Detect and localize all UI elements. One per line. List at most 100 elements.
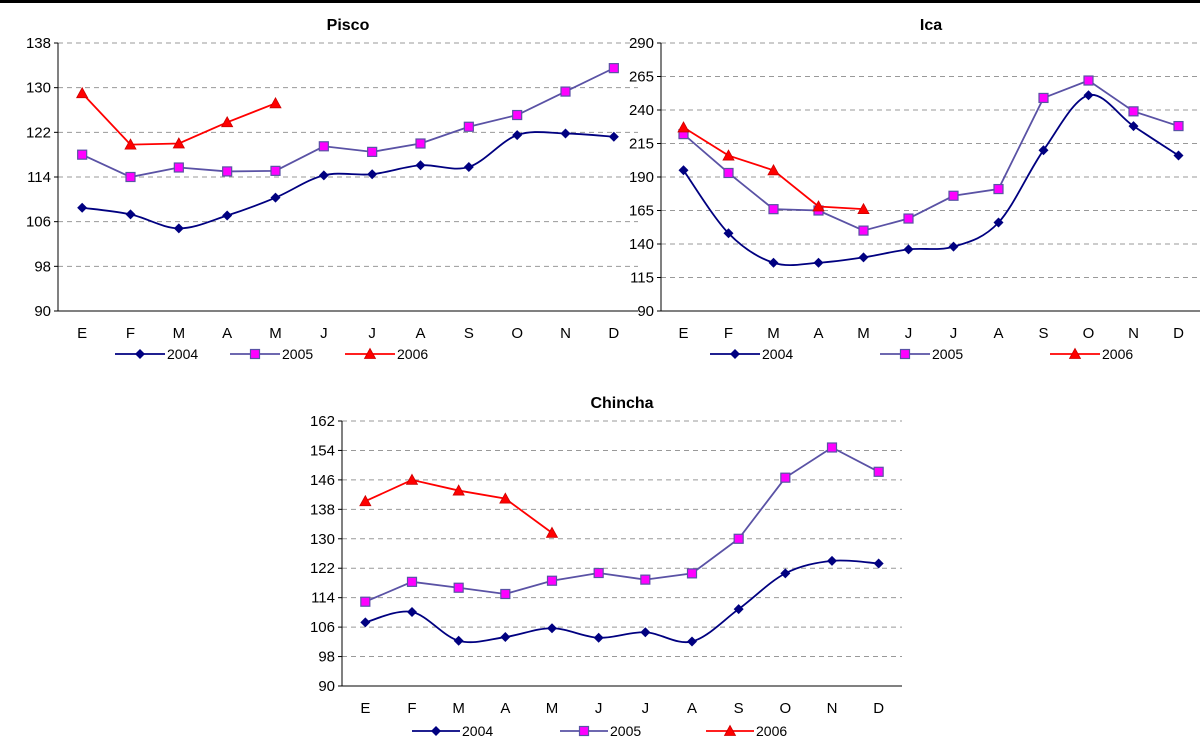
data-point-2004 bbox=[948, 241, 959, 252]
data-point-2005 bbox=[1083, 75, 1094, 86]
x-tick-label: M bbox=[173, 325, 186, 342]
legend-marker-2004 bbox=[730, 349, 740, 359]
data-point-2006 bbox=[172, 137, 186, 149]
x-tick-label: M bbox=[546, 700, 559, 717]
chart-title: Pisco bbox=[327, 17, 370, 34]
x-tick-label: A bbox=[222, 325, 232, 342]
data-point-2004 bbox=[608, 131, 619, 142]
data-point-2006 bbox=[722, 149, 735, 161]
data-point-2004 bbox=[827, 555, 837, 566]
data-point-2006 bbox=[269, 96, 282, 109]
y-tick-label: 130 bbox=[310, 531, 335, 548]
data-point-2005 bbox=[858, 225, 869, 236]
series-2006 bbox=[75, 86, 282, 150]
data-point-2004 bbox=[453, 635, 464, 646]
x-tick-label: A bbox=[500, 700, 510, 717]
y-tick-label: 140 bbox=[629, 236, 654, 253]
x-tick-label: O bbox=[779, 700, 791, 717]
data-point-2006 bbox=[677, 121, 690, 133]
data-point-2004 bbox=[77, 202, 88, 213]
data-point-2004 bbox=[733, 604, 744, 615]
x-tick-label: A bbox=[993, 325, 1003, 342]
data-point-2005 bbox=[993, 183, 1004, 195]
data-point-2004 bbox=[367, 169, 378, 180]
data-point-2004 bbox=[270, 192, 281, 203]
x-tick-label: M bbox=[269, 325, 282, 342]
data-point-2005 bbox=[500, 588, 511, 600]
data-point-2004 bbox=[407, 607, 417, 618]
chart-ica: Ica 90 115 140 165 190 215 240 265 290 E F M A M J J A S O N… bbox=[629, 17, 1200, 362]
x-tick-label: S bbox=[1038, 325, 1048, 342]
series-line-2004 bbox=[82, 131, 614, 230]
data-point-2004 bbox=[512, 130, 523, 141]
data-point-2005 bbox=[512, 109, 523, 121]
legend-label-2006: 2006 bbox=[1102, 346, 1133, 362]
y-tick-label: 114 bbox=[311, 590, 335, 607]
y-tick-label: 90 bbox=[318, 678, 335, 695]
series-line-2005 bbox=[682, 79, 1179, 232]
x-tick-label: J bbox=[368, 325, 376, 342]
x-tick-label: F bbox=[407, 700, 416, 717]
y-tick-label: 98 bbox=[318, 649, 335, 666]
data-point-2005 bbox=[173, 162, 184, 173]
x-tick-label: E bbox=[678, 325, 688, 342]
series-2004 bbox=[678, 90, 1184, 268]
legend-label-2005: 2005 bbox=[932, 346, 963, 362]
x-tick-label: F bbox=[724, 325, 733, 342]
data-point-2006 bbox=[857, 202, 870, 215]
series-line-2006 bbox=[81, 92, 276, 146]
legend-label-2005: 2005 bbox=[610, 723, 641, 739]
data-point-2004 bbox=[903, 244, 914, 255]
y-tick-label: 130 bbox=[26, 80, 51, 97]
legend-marker-2005 bbox=[578, 725, 590, 737]
data-point-2004 bbox=[593, 632, 604, 643]
y-tick-label: 98 bbox=[34, 258, 51, 275]
x-tick-label: J bbox=[642, 700, 650, 717]
chart-chincha: Chincha 90 98 106 114 122 130 138 146 154 162 E F M A M… bbox=[310, 395, 902, 739]
data-point-2006 bbox=[767, 163, 780, 176]
y-tick-label: 146 bbox=[310, 472, 335, 489]
y-tick-label: 90 bbox=[637, 303, 654, 320]
y-tick-label: 190 bbox=[629, 169, 654, 186]
data-point-2004 bbox=[687, 636, 697, 647]
y-tick-label: 138 bbox=[310, 501, 335, 518]
x-tick-label: D bbox=[1173, 325, 1184, 342]
data-point-2004 bbox=[222, 210, 233, 221]
data-point-2005 bbox=[222, 166, 233, 177]
legend-label-2005: 2005 bbox=[282, 346, 313, 362]
legend-marker-2004 bbox=[431, 726, 441, 736]
x-tick-label: J bbox=[320, 325, 328, 342]
x-tick-label: E bbox=[360, 700, 370, 717]
data-point-2005 bbox=[593, 567, 604, 579]
data-point-2005 bbox=[873, 466, 884, 477]
legend-marker-2006 bbox=[1068, 347, 1082, 359]
x-tick-label: N bbox=[560, 325, 571, 342]
y-tick-label: 90 bbox=[34, 303, 51, 320]
data-point-2004 bbox=[547, 623, 557, 634]
data-point-2005 bbox=[77, 149, 88, 160]
data-point-2005 bbox=[270, 165, 281, 176]
data-point-2005 bbox=[948, 190, 959, 201]
data-point-2005 bbox=[463, 121, 474, 132]
data-point-2006 bbox=[452, 484, 465, 496]
data-point-2005 bbox=[546, 575, 558, 586]
data-point-2004 bbox=[813, 257, 824, 268]
legend: 2004 2005 2006 bbox=[115, 346, 428, 362]
data-point-2004 bbox=[1173, 150, 1184, 161]
data-point-2005 bbox=[733, 533, 744, 544]
x-tick-label: N bbox=[1128, 325, 1139, 342]
x-tick-label: M bbox=[767, 325, 780, 342]
data-point-2005 bbox=[318, 141, 329, 152]
chart-pisco: Pisco 90 98 106 114 122 130 138 E F M A M J J A S O N D 2004… bbox=[26, 17, 638, 362]
x-tick-label: M bbox=[857, 325, 870, 342]
legend: 2004 2005 2006 bbox=[710, 346, 1133, 362]
data-point-2004 bbox=[173, 223, 184, 234]
data-point-2006 bbox=[220, 115, 234, 128]
data-point-2006 bbox=[812, 200, 825, 212]
series-2006 bbox=[677, 121, 870, 215]
legend-label-2004: 2004 bbox=[762, 346, 793, 362]
series-line-2004 bbox=[365, 559, 879, 644]
data-point-2004 bbox=[678, 165, 689, 176]
legend: 2004 2005 2006 bbox=[412, 723, 787, 739]
